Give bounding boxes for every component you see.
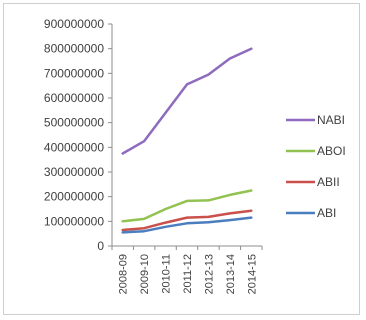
series-line-nabi [121,47,253,155]
y-tick-label: 300000000 [44,165,104,179]
y-tick-label: 800000000 [44,42,104,56]
y-tick-label: 400000000 [44,140,104,154]
legend-label-aboi: ABOI [317,144,346,158]
y-tick-label: 100000000 [44,214,104,228]
legend-label-abi: ABI [317,206,336,220]
x-axis: 2008-09 2009-10 2010-11 2011-12 2012-13 2013-… [111,245,263,294]
y-tick-label: 900000000 [44,17,104,31]
x-tick-label: 2011-12 [182,254,194,294]
x-tick-label: 2008-09 [118,254,130,294]
x-tick-label: 2013-14 [225,254,237,294]
y-tick-label: 700000000 [44,66,104,80]
y-tick-label: 500000000 [44,116,104,130]
series-line-aboi [121,189,253,223]
series-lines [121,47,253,234]
y-tick-label: 200000000 [44,190,104,204]
series-line-abii [121,209,253,232]
legend: NABI ABOI ABII ABI [286,113,346,220]
y-axis: 0 100000000 200000000 300000000 400000000 500… [44,17,113,253]
chart-frame [3,3,360,315]
legend-label-abii: ABII [317,175,340,189]
y-tick-label: 600000000 [44,91,104,105]
x-tick-label: 2012-13 [203,254,215,294]
x-tick-label: 2014-15 [246,254,258,294]
series-line-abi [121,216,253,234]
y-tick-label: 0 [97,239,104,253]
x-tick-label: 2009-10 [139,254,151,294]
legend-label-nabi: NABI [317,113,345,127]
x-tick-label: 2010-11 [161,254,173,294]
